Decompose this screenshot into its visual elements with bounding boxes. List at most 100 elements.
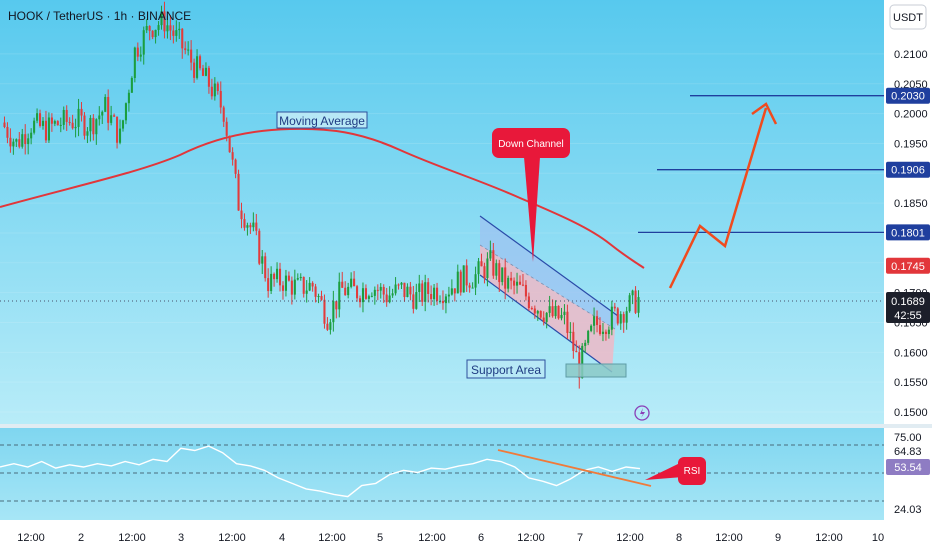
candle-body [380,287,382,291]
candle-body [540,311,542,318]
candle-body [546,313,548,322]
candle-body [146,26,148,30]
candle-body [483,266,485,278]
price-tick-label: 0.1500 [894,407,928,419]
rsi-current-value: 53.54 [894,462,922,474]
rsi-axis-75: 75.00 [894,432,922,444]
candle-body [101,112,103,116]
time-tick-label: 8 [676,532,682,544]
candle-body [155,30,157,37]
candle-body [519,282,521,285]
candle-body [110,115,112,123]
candle-body [374,290,376,296]
time-tick-label: 4 [279,532,285,544]
candle-body [537,311,539,313]
candle-body [335,301,337,309]
candle-body [264,256,266,278]
candle-body [350,279,352,287]
candle-body [596,316,598,325]
price-tag-value: 0.1745 [891,261,925,273]
candle-body [288,276,290,281]
price-tick-label: 0.1600 [894,347,928,359]
candle-body [89,118,91,131]
candle-body [113,115,115,116]
candle-body [98,115,100,119]
candle-body [42,121,44,126]
candle-body [214,84,216,97]
candle-body [107,97,109,123]
candle-body [430,294,432,299]
candle-body [152,31,154,37]
candle-body [427,282,429,294]
candle-body [368,296,370,299]
candle-body [332,301,334,322]
candle-body [158,25,160,30]
candle-body [149,26,151,31]
candle-body [238,174,240,211]
time-tick-label: 9 [775,532,781,544]
candle-body [504,267,506,288]
candle-body [415,292,417,309]
candle-body [220,91,222,107]
candle-body [534,309,536,314]
candle-body [457,272,459,294]
candle-body [454,288,456,293]
candle-body [392,293,394,295]
candle-body [495,263,497,276]
candle-body [217,84,219,91]
candle-body [329,322,331,330]
candle-body [531,308,533,309]
candle-body [243,219,245,228]
candle-body [522,285,524,286]
candle-body [575,351,577,352]
candle-body [552,306,554,316]
candle-body [249,225,251,227]
candle-body [584,343,586,346]
candle-body [400,283,402,285]
candle-body [3,123,5,127]
candle-body [386,295,388,303]
candle-body [297,278,299,280]
candle-body [128,93,130,103]
candle-body [63,110,65,125]
candle-body [95,119,97,134]
main-pane-background [0,0,884,424]
candle-body [492,250,494,275]
candle-body [395,285,397,294]
time-tick-label: 5 [377,532,383,544]
candle-body [362,288,364,302]
candle-body [338,282,340,310]
candle-body [36,113,38,120]
candle-body [318,296,320,297]
candle-body [442,301,444,303]
candle-body [187,50,189,51]
rsi-label: RSI [684,466,701,477]
candle-body [356,286,358,298]
candle-body [169,25,171,30]
candle-body [406,287,408,297]
candle-body [57,121,59,125]
candle-body [54,121,56,124]
price-tag-value: 0.2030 [891,91,925,103]
price-tick-label: 0.1850 [894,198,928,210]
candle-body [51,117,53,123]
candle-body [489,250,491,258]
candle-body [605,332,607,334]
candle-body [463,265,465,292]
candle-body [196,56,198,78]
candle-body [18,139,20,147]
candle-body [12,142,14,147]
candle-body [125,103,127,120]
time-tick-label: 12:00 [815,532,843,544]
candle-body [323,300,325,324]
candle-body [291,281,293,295]
candle-body [498,263,500,282]
candle-body [611,307,613,330]
candle-body [235,160,237,174]
candle-body [226,122,228,136]
candle-body [528,296,530,308]
candle-body [223,107,225,121]
candle-body [516,282,518,286]
